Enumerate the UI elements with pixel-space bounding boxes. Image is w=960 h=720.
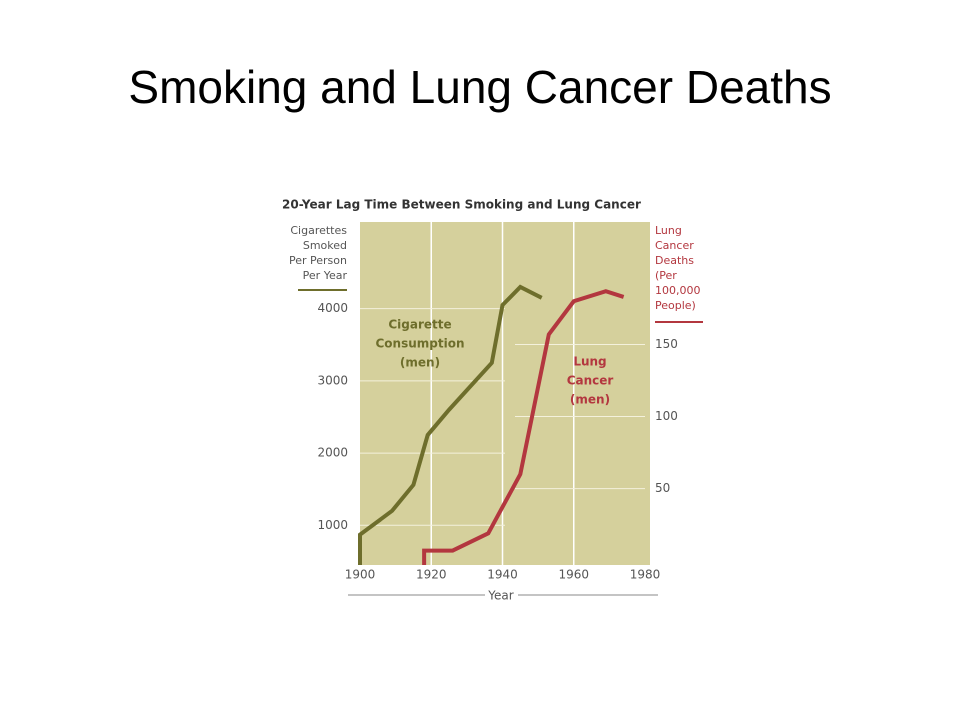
x-tick-label: 1960 — [558, 568, 589, 582]
series-label: Cigarette — [388, 318, 451, 332]
y2-tick-label: 100 — [655, 409, 678, 423]
y2-axis-label: Cancer — [655, 239, 694, 252]
y-tick-label: 2000 — [317, 446, 348, 460]
x-tick-label: 1900 — [345, 568, 376, 582]
y2-axis-label: Deaths — [655, 254, 694, 267]
y-axis-label: Cigarettes — [290, 224, 347, 237]
y2-axis-label: People) — [655, 299, 696, 312]
x-tick-label: 1920 — [416, 568, 447, 582]
y2-axis-label: Lung — [655, 224, 682, 237]
series-label: Cancer — [567, 374, 614, 388]
x-tick-label: 1980 — [630, 568, 661, 582]
y2-axis-label: (Per — [655, 269, 677, 282]
chart-title: 20-Year Lag Time Between Smoking and Lun… — [282, 198, 641, 212]
x-axis-label: Year — [487, 589, 513, 603]
y2-axis-label: 100,000 — [655, 284, 701, 297]
y-tick-label: 4000 — [317, 301, 348, 315]
line-series — [422, 289, 625, 565]
y-tick-label: 3000 — [317, 373, 348, 387]
y-tick-label: 1000 — [317, 518, 348, 532]
series-label: (men) — [570, 393, 610, 407]
line-series — [358, 284, 543, 565]
y-axis-label: Per Person — [289, 254, 347, 267]
x-tick-label: 1940 — [487, 568, 518, 582]
y-axis-label: Per Year — [303, 269, 348, 282]
plot-background — [360, 222, 650, 565]
slide-title: Smoking and Lung Cancer Deaths — [128, 61, 832, 113]
y2-tick-label: 150 — [655, 337, 678, 351]
series-label: Lung — [573, 355, 606, 369]
series-label: Consumption — [375, 337, 464, 351]
y-axis-label: Smoked — [303, 239, 347, 252]
y2-tick-label: 50 — [655, 481, 670, 495]
series-label: (men) — [400, 356, 440, 370]
